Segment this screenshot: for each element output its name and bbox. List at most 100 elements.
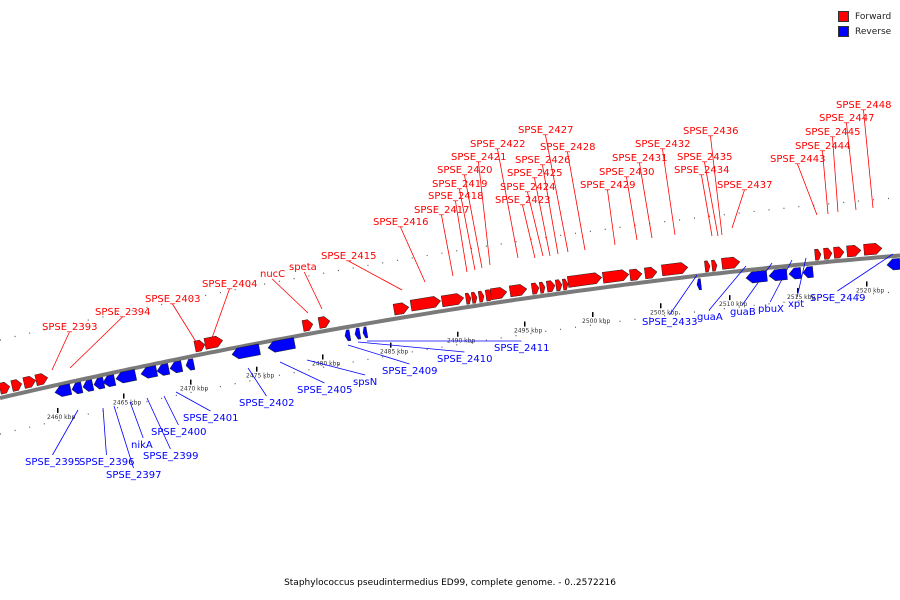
forward-leader-line bbox=[710, 135, 723, 236]
forward-gene-label: SPSE_2434 bbox=[674, 165, 730, 176]
forward-leader-line bbox=[832, 136, 839, 213]
tick-label: 2495 kbp bbox=[514, 328, 542, 335]
reverse-gene-arrow bbox=[788, 267, 802, 280]
forward-gene-label: SPSE_2432 bbox=[635, 139, 691, 150]
forward-gene-arrow bbox=[34, 373, 49, 386]
tick-label: 2505 kbp bbox=[650, 309, 678, 316]
reverse-gene-label: SPSE_2405 bbox=[297, 385, 353, 396]
tick-mark bbox=[457, 331, 459, 337]
forward-leader-line bbox=[731, 189, 745, 229]
forward-leader-line bbox=[51, 331, 70, 371]
forward-gene-arrow bbox=[554, 279, 563, 292]
forward-gene-arrow bbox=[508, 284, 528, 298]
reverse-gene-label: SPSE_2410 bbox=[437, 354, 493, 365]
reverse-gene-arrow-shape bbox=[768, 268, 788, 282]
forward-leader-line bbox=[497, 148, 519, 259]
forward-gene-arrow-shape bbox=[711, 259, 718, 272]
reverse-leader-line bbox=[741, 262, 773, 306]
forward-gene-arrow-shape bbox=[440, 293, 465, 308]
genome-backbone bbox=[0, 253, 900, 400]
forward-gene-arrow bbox=[814, 248, 822, 261]
reverse-gene-arrow bbox=[267, 337, 296, 353]
forward-gene-arrow-shape bbox=[409, 296, 441, 312]
forward-gene-label: SPSE_2423 bbox=[495, 195, 551, 206]
forward-gene-label: SPSE_2424 bbox=[500, 182, 556, 193]
forward-gene-arrow-shape bbox=[629, 268, 643, 282]
forward-gene-label: SPSE_2447 bbox=[819, 113, 875, 124]
reverse-gene-label: SPSE_2396 bbox=[79, 457, 135, 468]
forward-leader-line bbox=[704, 161, 719, 237]
legend-forward: Forward bbox=[838, 9, 891, 24]
reverse-gene-arrow-shape bbox=[115, 369, 138, 384]
reverse-leader-line bbox=[52, 409, 79, 456]
tick-label: 2520 kbp bbox=[856, 287, 884, 294]
forward-gene-arrow bbox=[833, 246, 845, 259]
forward-gene-arrow bbox=[0, 381, 11, 395]
reverse-gene-arrow-shape bbox=[185, 358, 196, 371]
forward-swatch bbox=[838, 11, 849, 22]
tick-label: 2480 kbp bbox=[312, 360, 340, 367]
reverse-gene-label: SPSE_2449 bbox=[810, 293, 866, 304]
forward-gene-arrow-shape bbox=[561, 278, 569, 291]
reverse-gene-arrow-shape bbox=[54, 383, 73, 397]
forward-gene-arrow-shape bbox=[833, 246, 845, 259]
forward-leader-line bbox=[400, 226, 426, 283]
reverse-gene-arrow bbox=[102, 374, 117, 388]
forward-gene-label: SPSE_2428 bbox=[540, 142, 596, 153]
forward-gene-arrow-shape bbox=[392, 302, 410, 316]
reverse-gene-label: SPSE_2433 bbox=[642, 317, 698, 328]
forward-gene-label: SPSE_2426 bbox=[515, 155, 571, 166]
forward-gene-arrow bbox=[602, 269, 630, 284]
forward-gene-arrow bbox=[301, 319, 314, 332]
forward-gene-label: SPSE_2445 bbox=[805, 127, 861, 138]
reverse-gene-arrow-shape bbox=[788, 267, 802, 280]
reverse-gene-label: pbuX bbox=[758, 304, 784, 315]
forward-leader-line bbox=[607, 189, 616, 246]
label-leader-lines bbox=[51, 109, 894, 469]
reverse-gene-arrow bbox=[140, 365, 159, 379]
forward-gene-label: SPSE_2421 bbox=[451, 152, 507, 163]
reverse-gene-arrow bbox=[802, 266, 814, 279]
reverse-leader-line bbox=[113, 405, 134, 469]
reverse-leader-line bbox=[146, 397, 171, 450]
reverse-gene-arrow bbox=[169, 360, 184, 374]
forward-gene-label: SPSE_2431 bbox=[612, 153, 668, 164]
forward-gene-label: SPSE_2430 bbox=[599, 167, 655, 178]
reverse-gene-arrow bbox=[344, 329, 352, 342]
forward-leader-line bbox=[545, 134, 569, 253]
forward-leader-line bbox=[303, 271, 323, 310]
forward-gene-label: SPSE_2393 bbox=[42, 322, 98, 333]
forward-gene-label: SPSE_2427 bbox=[518, 125, 574, 136]
legend-reverse: Reverse bbox=[838, 24, 891, 39]
forward-gene-arrow bbox=[440, 293, 465, 308]
reverse-swatch bbox=[838, 26, 849, 37]
forward-gene-arrow bbox=[566, 272, 603, 288]
forward-gene-arrow-shape bbox=[554, 279, 563, 292]
forward-gene-arrow-shape bbox=[602, 269, 630, 284]
forward-gene-arrow-shape bbox=[317, 316, 331, 329]
tick-mark bbox=[57, 407, 59, 413]
reverse-leader-line bbox=[247, 367, 267, 397]
forward-leader-line bbox=[441, 214, 454, 277]
reverse-gene-arrow-shape bbox=[93, 376, 106, 390]
tick-mark bbox=[322, 354, 324, 360]
forward-gene-arrow bbox=[538, 281, 546, 294]
reverse-gene-arrow bbox=[362, 326, 369, 339]
tick-label: 2510 kbp bbox=[719, 301, 747, 308]
forward-gene-arrow-shape bbox=[34, 373, 49, 386]
reverse-gene-arrow bbox=[185, 358, 196, 371]
reverse-gene-arrow-shape bbox=[344, 329, 352, 342]
forward-gene-arrow-shape bbox=[10, 379, 23, 392]
forward-leader-line bbox=[639, 162, 653, 239]
reverse-gene-label: SPSE_2395 bbox=[25, 457, 81, 468]
reverse-label: Reverse bbox=[855, 26, 892, 37]
tick-mark bbox=[592, 312, 594, 318]
forward-gene-label: SPSE_2448 bbox=[836, 100, 892, 111]
tick-mark bbox=[190, 379, 192, 385]
forward-gene-label: SPSE_2435 bbox=[677, 152, 733, 163]
forward-gene-arrow-shape bbox=[0, 381, 11, 395]
reverse-gene-arrow bbox=[82, 379, 95, 392]
reverse-leader-line bbox=[357, 341, 465, 353]
reverse-gene-arrow-shape bbox=[156, 363, 171, 376]
